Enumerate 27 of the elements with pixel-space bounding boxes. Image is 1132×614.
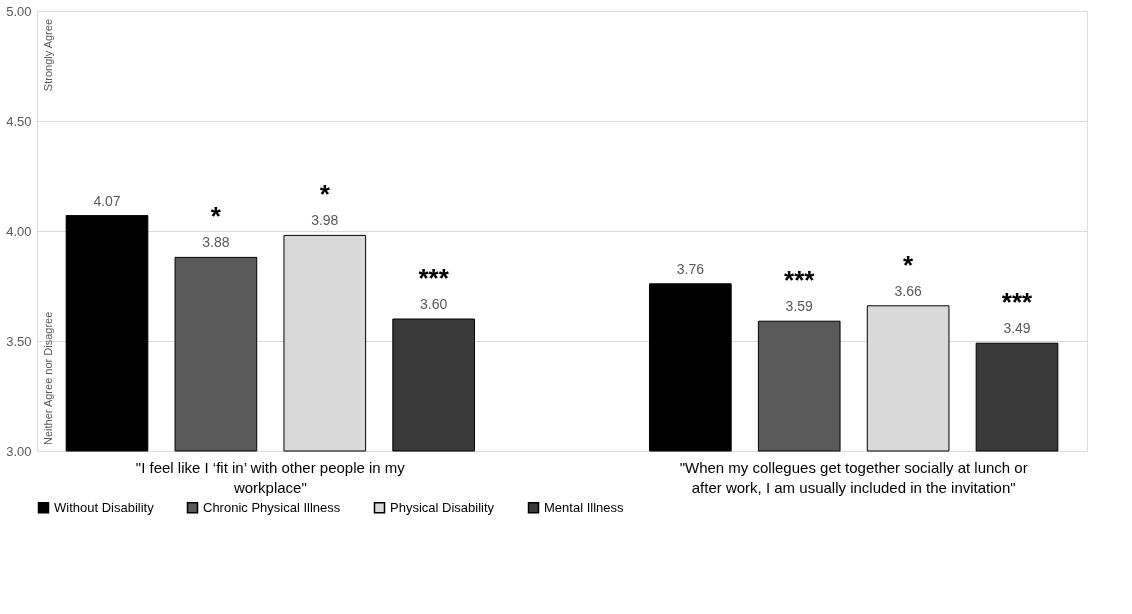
data-label: 4.07 <box>93 192 121 209</box>
annotation: * <box>319 179 331 210</box>
x-tick-label: "When my collegues get together socially at lunch or after work, I am usually included in the invitation" <box>679 459 1028 496</box>
y-tick-label: 4.00 <box>6 223 32 239</box>
x-tick-label: "I feel like I ‘fit in’ with other people in my workplace" <box>135 459 406 496</box>
y-tick-label: 3.00 <box>6 443 32 459</box>
annotation: * <box>210 201 222 232</box>
legend-label: Chronic Physical Illness <box>203 499 341 515</box>
annotation: Neither Agree nor Disagree <box>42 311 54 445</box>
data-label: 3.66 <box>894 282 922 299</box>
data-label: 3.88 <box>202 234 230 251</box>
annotation: * <box>903 249 915 280</box>
y-tick-label: 5.00 <box>6 3 32 19</box>
annotation: *** <box>418 263 450 293</box>
data-label: 3.49 <box>1003 320 1031 337</box>
y-tick-label: 4.50 <box>6 113 32 129</box>
annotation: Strongly Agree <box>42 19 54 92</box>
data-label: 3.98 <box>311 212 339 229</box>
data-label: 3.60 <box>420 296 448 312</box>
y-tick-label: 3.50 <box>6 333 32 349</box>
annotation: *** <box>784 265 816 296</box>
legend-label: Mental Illness <box>544 499 624 515</box>
annotation: *** <box>1001 287 1034 318</box>
legend-label: Without Disability <box>54 499 155 515</box>
data-label: 3.59 <box>785 298 814 315</box>
legend-label: Physical Disability <box>390 499 495 515</box>
data-label: 3.76 <box>676 260 705 277</box>
